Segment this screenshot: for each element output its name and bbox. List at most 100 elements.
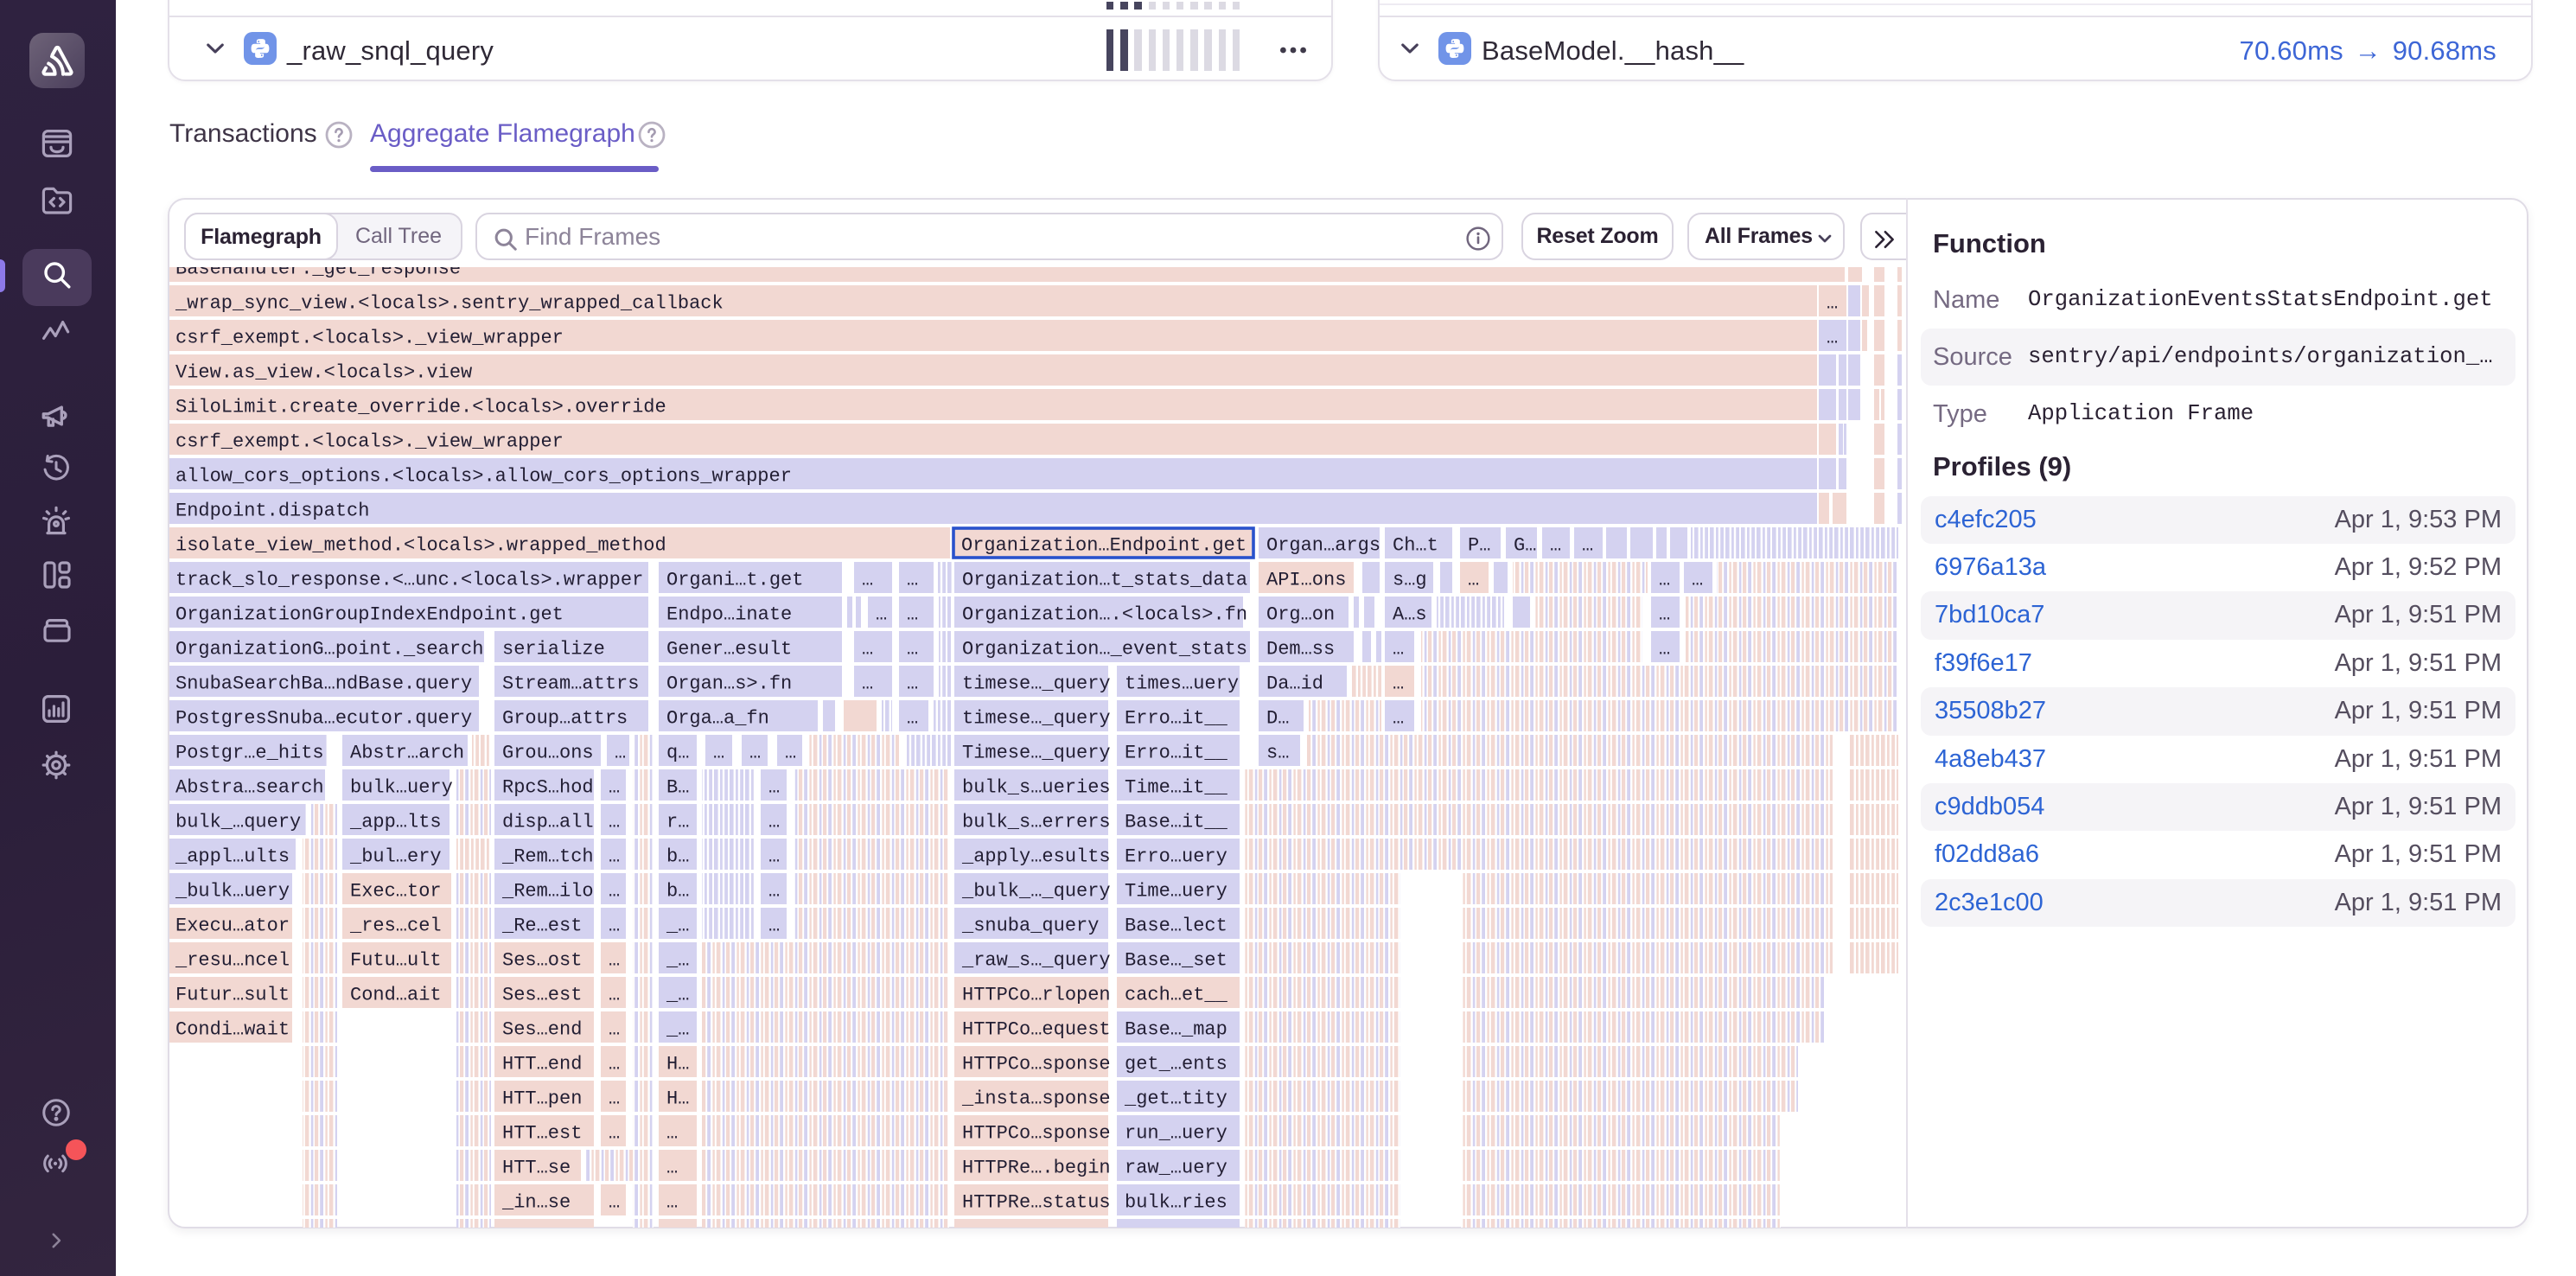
svg-text:_resu…ncel: _resu…ncel	[175, 949, 290, 971]
svg-text:raw_…uery: raw_…uery	[1125, 1157, 1227, 1178]
svg-text:…: …	[609, 1018, 620, 1040]
svg-text:csrf_exempt.<locals>._view_wra: csrf_exempt.<locals>._view_wrapper	[175, 327, 564, 348]
svg-text:Base…_set: Base…_set	[1125, 949, 1227, 971]
svg-text:…: …	[1582, 534, 1593, 556]
svg-text:Erro…it__: Erro…it__	[1125, 742, 1228, 763]
svg-text:Organization…Endpoint.get: Organization…Endpoint.get	[961, 534, 1247, 556]
svg-text:…: …	[862, 673, 873, 694]
svg-text:Dem…ss: Dem…ss	[1266, 638, 1335, 660]
svg-text:bulk_s…errers: bulk_s…errers	[962, 811, 1111, 833]
svg-text:…: …	[666, 1157, 678, 1178]
svg-text:…: …	[609, 915, 620, 936]
svg-text:…: …	[907, 638, 918, 660]
svg-text:_Re…est: _Re…est	[501, 915, 582, 936]
svg-text:…: …	[1550, 534, 1561, 556]
svg-text:…: …	[907, 707, 918, 729]
svg-text:BaseHandler._get_response: BaseHandler._get_response	[175, 267, 461, 279]
svg-text:API…ons: API…ons	[1266, 569, 1346, 590]
svg-text:…: …	[1468, 569, 1479, 590]
svg-text:Ses…ost: Ses…ost	[502, 949, 582, 971]
svg-text:…: …	[615, 742, 626, 763]
svg-text:_res…cel: _res…cel	[349, 915, 442, 936]
svg-text:_insta…sponse: _insta…sponse	[961, 1088, 1111, 1109]
svg-text:bulk_…query: bulk_…query	[175, 811, 301, 833]
svg-text:…: …	[768, 811, 780, 833]
svg-text:Ses…est: Ses…est	[502, 984, 582, 1005]
svg-text:b…: b…	[666, 845, 689, 867]
svg-text:Futu…ult: Futu…ult	[350, 949, 442, 971]
svg-text:Base…lect: Base…lect	[1125, 915, 1227, 936]
svg-text:HTTPCo…rlopen: HTTPCo…rlopen	[962, 984, 1111, 1005]
svg-text:…: …	[609, 845, 620, 867]
svg-text:Postgr…e_hits: Postgr…e_hits	[175, 742, 324, 763]
svg-text:_wrap_sync_view.<locals>.sentr: _wrap_sync_view.<locals>.sentry_wrapped_…	[175, 292, 724, 314]
svg-text:Org…on: Org…on	[1266, 603, 1335, 625]
svg-text:q…: q…	[666, 742, 689, 763]
svg-text:_in…se: _in…se	[501, 1191, 571, 1213]
svg-text:S…list: S…list	[962, 1226, 1030, 1228]
svg-text:P…: P…	[1468, 534, 1490, 556]
svg-text:B…: B…	[666, 776, 689, 798]
svg-text:…: …	[768, 776, 780, 798]
svg-text:Timese…_query: Timese…_query	[962, 742, 1111, 763]
svg-text:Base…_map: Base…_map	[1125, 1018, 1227, 1040]
svg-text:bulk: bulk	[1125, 1226, 1170, 1228]
svg-text:…: …	[749, 742, 761, 763]
svg-text:…: …	[1659, 569, 1670, 590]
svg-text:csrf_exempt.<locals>._view_wra: csrf_exempt.<locals>._view_wrapper	[175, 431, 564, 452]
svg-text:…: …	[862, 638, 873, 660]
svg-text:HTT…est: HTT…est	[502, 1122, 582, 1144]
svg-text:HTT…se: HTT…se	[502, 1157, 571, 1178]
svg-text:bulk…ries: bulk…ries	[1125, 1191, 1227, 1213]
svg-text:_…: _…	[666, 915, 689, 936]
svg-text:Ch…t: Ch…t	[1393, 534, 1438, 556]
svg-text:bulk…uery: bulk…uery	[350, 776, 453, 798]
svg-text:s…g: s…g	[1393, 569, 1427, 590]
svg-text:View.as_view.<locals>.view: View.as_view.<locals>.view	[175, 361, 472, 383]
svg-text:…: …	[1827, 327, 1838, 348]
svg-text:Ses…end: Ses…end	[502, 1018, 582, 1040]
svg-text:…: …	[907, 569, 918, 590]
svg-text:_raw_s…_query: _raw_s…_query	[961, 949, 1111, 971]
svg-text:HTTPCo…sponse: HTTPCo…sponse	[962, 1122, 1111, 1144]
svg-text:HTTPRe…status: HTTPRe…status	[962, 1191, 1111, 1213]
svg-text:…: …	[609, 1122, 620, 1144]
svg-text:Organization…t_stats_data: Organization…t_stats_data	[962, 569, 1247, 590]
svg-text:SiloLimit.create_override.<loc: SiloLimit.create_override.<locals>.overr…	[175, 396, 666, 418]
svg-text:_…: _…	[666, 1018, 689, 1040]
svg-text:…: …	[609, 811, 620, 833]
svg-text:HTTPCo…sponse: HTTPCo…sponse	[962, 1053, 1111, 1075]
svg-text:…: …	[907, 603, 918, 625]
svg-text:…: …	[768, 845, 780, 867]
svg-text:Organ…s>.fn: Organ…s>.fn	[666, 673, 792, 694]
svg-text:Organ…args: Organ…args	[1266, 534, 1380, 556]
svg-text:_Rem…ilo: _Rem…ilo	[501, 880, 594, 902]
svg-text:HTTPCo…equest: HTTPCo…equest	[962, 1018, 1111, 1040]
svg-text:serialize: serialize	[502, 638, 605, 660]
svg-text:Da…id: Da…id	[1266, 673, 1323, 694]
svg-text:…: …	[907, 673, 918, 694]
svg-text:Erro…it__: Erro…it__	[1125, 707, 1228, 729]
svg-text:b…: b…	[666, 880, 689, 902]
svg-text:_Rem…tch: _Rem…tch	[501, 845, 594, 867]
svg-text:timese…_query: timese…_query	[962, 707, 1111, 729]
svg-text:Group…attrs: Group…attrs	[502, 707, 628, 729]
svg-text:HTT: HTT	[502, 1226, 537, 1228]
svg-text:D…: D…	[1266, 707, 1289, 729]
svg-text:_apply…esults: _apply…esults	[961, 845, 1111, 867]
svg-text:HTT…end: HTT…end	[502, 1053, 582, 1075]
svg-text:H…: H…	[666, 1088, 689, 1109]
svg-text:_appl…ults: _appl…ults	[175, 845, 290, 867]
svg-text:Condi…wait: Condi…wait	[175, 1018, 290, 1040]
svg-text:…: …	[1393, 673, 1404, 694]
svg-text:…: …	[666, 1191, 678, 1213]
svg-text:…: …	[1692, 569, 1703, 590]
svg-text:Erro…uery: Erro…uery	[1125, 845, 1227, 867]
svg-text:…: …	[666, 1122, 678, 1144]
svg-text:timese…_query: timese…_query	[962, 673, 1111, 694]
svg-text:…: …	[609, 1053, 620, 1075]
svg-text:Gener…esult: Gener…esult	[666, 638, 792, 660]
svg-text:Exec…tor: Exec…tor	[350, 880, 442, 902]
svg-text:isolate_view_method.<locals>.w: isolate_view_method.<locals>.wrapped_met…	[175, 534, 666, 556]
svg-text:…: …	[609, 949, 620, 971]
